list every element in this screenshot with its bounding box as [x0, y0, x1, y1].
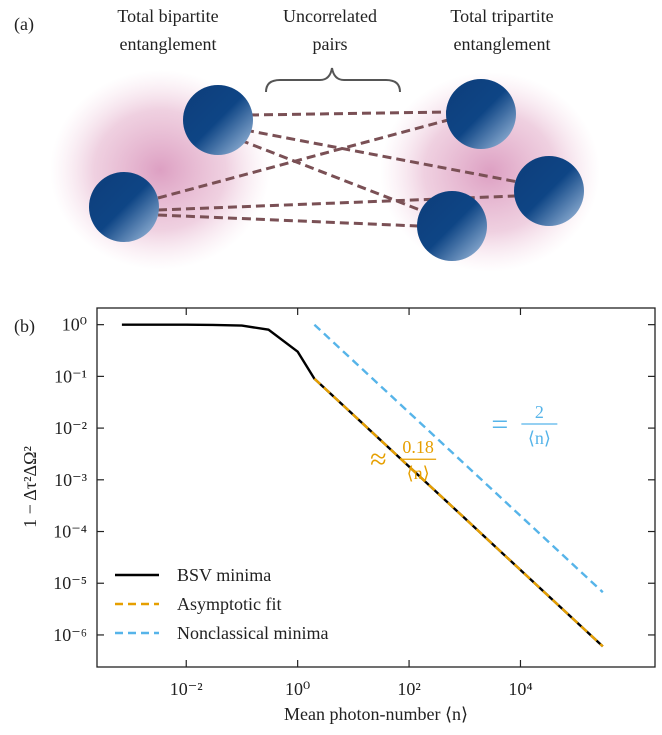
y-axis-label: 1 − Δτ²ΔΩ² — [20, 446, 40, 528]
y-tick-label: 10⁻⁴ — [53, 522, 87, 542]
x-tick-label: 10⁰ — [285, 679, 310, 699]
caption: Total tripartite — [450, 6, 553, 26]
particle — [183, 85, 253, 155]
y-tick-label: 10⁻² — [54, 418, 87, 438]
plot-frame — [96, 307, 656, 668]
annotation-sign: = — [491, 408, 508, 441]
caption: Total bipartite — [117, 6, 218, 26]
x-tick-label: 10⁴ — [508, 679, 532, 699]
caption: pairs — [313, 34, 348, 54]
annotation-denominator: ⟨n⟩ — [528, 428, 551, 448]
annotation-sign: ≈ — [370, 443, 386, 476]
particle — [89, 172, 159, 242]
y-tick-label: 10⁰ — [62, 315, 87, 335]
particle — [446, 79, 516, 149]
x-tick-label: 10⁻² — [170, 679, 203, 699]
y-tick-label: 10⁻³ — [54, 470, 88, 490]
pair-line — [157, 118, 449, 200]
y-tick-label: 10⁻⁵ — [53, 573, 87, 593]
annotation-numerator: 2 — [535, 402, 544, 422]
y-tick-label: 10⁻⁶ — [53, 625, 87, 645]
y-tick-label: 10⁻¹ — [54, 366, 87, 386]
series-line — [313, 377, 604, 648]
caption: entanglement — [120, 34, 217, 54]
annotation-denominator: ⟨n⟩ — [407, 463, 430, 483]
pair-line — [249, 110, 449, 117]
legend-label: Nonclassical minima — [177, 623, 328, 643]
annotation-numerator: 0.18 — [402, 437, 434, 457]
caption: Uncorrelated — [283, 6, 377, 26]
panel-label: (b) — [14, 316, 35, 337]
particle — [417, 191, 487, 261]
caption: entanglement — [454, 34, 551, 54]
legend-label: BSV minima — [177, 565, 271, 585]
brace — [265, 67, 401, 93]
x-tick-label: 10² — [397, 679, 420, 699]
pair-line — [239, 138, 421, 212]
panel-label: (a) — [14, 14, 34, 35]
series-line — [313, 323, 604, 594]
particle — [514, 156, 584, 226]
pair-line — [244, 128, 519, 184]
x-axis-label: Mean photon-number ⟨n⟩ — [284, 704, 468, 724]
legend-label: Asymptotic fit — [177, 594, 282, 614]
pair-line — [157, 213, 419, 228]
